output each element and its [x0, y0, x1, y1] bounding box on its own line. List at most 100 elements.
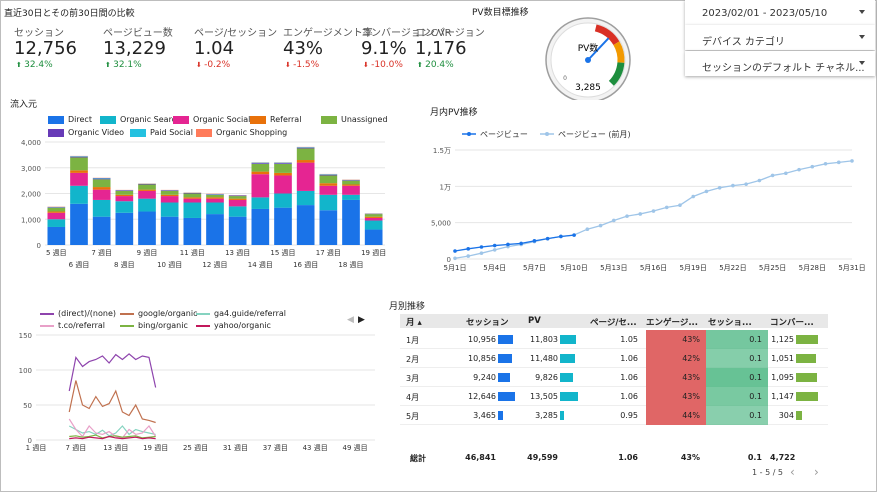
data-point — [638, 212, 643, 216]
y-tick-label: 4,000 — [21, 139, 41, 147]
total-cell-eng: 43% — [680, 453, 700, 462]
x-tick-label: 1 週目 — [26, 443, 47, 452]
column-header[interactable]: エンゲージ... — [646, 318, 699, 328]
series-line — [69, 435, 156, 440]
bar-segment — [296, 147, 315, 149]
kpi-delta: ⬇ -10.0% — [363, 60, 403, 70]
legend-prev-button[interactable]: ◀ — [347, 315, 354, 325]
bar-segment — [251, 174, 270, 198]
x-tick-label: 5月13日 — [600, 264, 627, 272]
bar-segment — [47, 212, 66, 220]
legend-swatch — [40, 324, 54, 327]
prev-page-button[interactable]: ‹ — [790, 465, 795, 479]
table-cell-cvr: 0.1 — [749, 411, 762, 420]
bar-segment — [319, 194, 338, 211]
legend-marker — [545, 132, 549, 136]
x-tick-label: 5月16日 — [640, 264, 667, 272]
bar-segment — [228, 206, 247, 217]
legend-swatch — [321, 115, 337, 124]
bar-segment — [183, 197, 202, 199]
data-point — [453, 256, 457, 261]
bar-segment — [115, 201, 134, 213]
x-tick-label: 9 週目 — [137, 248, 158, 257]
legend-next-button[interactable]: ▶ — [358, 315, 365, 325]
channel-group-filter[interactable]: セッションのデフォルト チャネル... — [685, 51, 875, 76]
bar-segment — [296, 205, 315, 245]
y-tick-label: 2,000 — [21, 191, 41, 199]
bar-segment — [138, 211, 156, 245]
series-line — [68, 380, 156, 424]
kpi-label: コンバージョン — [415, 28, 485, 39]
bar-segment — [70, 156, 88, 157]
engagement-cell-bg — [646, 330, 706, 349]
x-tick-label: 5 週目 — [46, 248, 67, 257]
x-tick-label: 13 週目 — [103, 443, 128, 452]
bar-segment — [319, 185, 338, 195]
bar-segment — [342, 184, 360, 186]
gauge-min: 0 — [563, 75, 567, 82]
kpi-value: 43% — [283, 38, 324, 59]
table-cell-month: 4月 — [406, 393, 420, 402]
table-cell-sessions: 9,240 — [473, 373, 496, 382]
legend-label: Organic Search — [120, 115, 182, 124]
kpi-value: 12,756 — [14, 38, 77, 59]
bar-segment — [296, 162, 315, 191]
legend-label: Unassigned — [341, 115, 388, 124]
bar-segment — [296, 147, 315, 148]
gauge-needle-hub — [585, 57, 591, 63]
x-tick-label: 19 週目 — [143, 443, 168, 452]
column-header[interactable]: セッション — [466, 318, 509, 328]
bar-segment — [92, 187, 111, 190]
y-tick-label: 5,000 — [431, 220, 451, 228]
legend-swatch — [100, 115, 116, 124]
kpi-delta: ⬇ -1.5% — [285, 60, 319, 70]
data-bar — [796, 392, 818, 401]
bar-segment — [228, 198, 247, 200]
date-range-filter[interactable]: 2023/02/01 - 2023/05/10 — [685, 0, 875, 25]
x-tick-label: 31 週目 — [223, 443, 248, 452]
column-header[interactable]: PV — [528, 316, 541, 326]
gauge-band-green — [608, 62, 625, 86]
bar-segment — [92, 178, 111, 180]
monthly-pv-chart: ページビュー ページビュー (前月) 0 5,000 1万 1.5万 5月1日 5月4日 5月7… — [431, 129, 866, 272]
arrow-up-icon: ⬆ — [417, 61, 426, 69]
bar-segment — [115, 194, 134, 197]
legend-item: ga4.guide/referral — [196, 309, 286, 318]
table-cell-conv: 1,125 — [771, 335, 794, 344]
x-tick-label: 25 週目 — [183, 443, 208, 452]
bar-segment — [206, 202, 224, 215]
data-point — [850, 159, 854, 163]
bar-segment — [342, 185, 360, 195]
monthly-table-title: 月別推移 — [389, 302, 426, 312]
chevron-down-icon — [859, 61, 865, 65]
data-bar — [560, 335, 576, 344]
column-header[interactable]: セッショ... — [708, 318, 752, 328]
x-tick-label: 5月31日 — [838, 264, 865, 272]
bar-segment — [274, 175, 292, 194]
next-page-button[interactable]: › — [814, 465, 819, 479]
bar-segment — [296, 148, 315, 161]
bar-segment — [342, 180, 360, 185]
legend-item: Organic Search — [100, 115, 181, 124]
x-tick-label: 5月25日 — [759, 264, 786, 272]
series-line — [68, 353, 157, 392]
bar-segment — [319, 183, 338, 186]
bar-segment — [319, 175, 338, 184]
device-category-filter[interactable]: デバイス カテゴリ — [685, 25, 875, 50]
monthly-pv-title: 月内PV推移 — [430, 108, 478, 118]
traffic-source-chart: 0 1,000 2,000 3,000 4,000 5 週目 7 週目 9 週目 11 週目 13… — [21, 139, 386, 269]
column-header[interactable]: 月 ▴ — [406, 318, 422, 328]
column-header[interactable]: ページ/セ... — [590, 318, 637, 328]
column-header[interactable]: コンバー... — [770, 318, 814, 328]
legend-swatch — [40, 312, 54, 315]
data-bar — [560, 354, 576, 363]
arrow-down-icon: ⬇ — [363, 61, 372, 69]
data-point — [704, 189, 709, 194]
data-point — [797, 167, 801, 172]
bar-segment — [47, 226, 66, 245]
source-medium-chart: 0 50 100 150 1 週目 7 週目 13 週目 19 週目 25 週目 31 週目 37 … — [19, 332, 375, 452]
bar-segment — [296, 160, 315, 163]
bar-segment — [138, 189, 156, 191]
kpi-delta: ⬆ 32.1% — [105, 60, 142, 70]
bar-segment — [342, 180, 360, 181]
